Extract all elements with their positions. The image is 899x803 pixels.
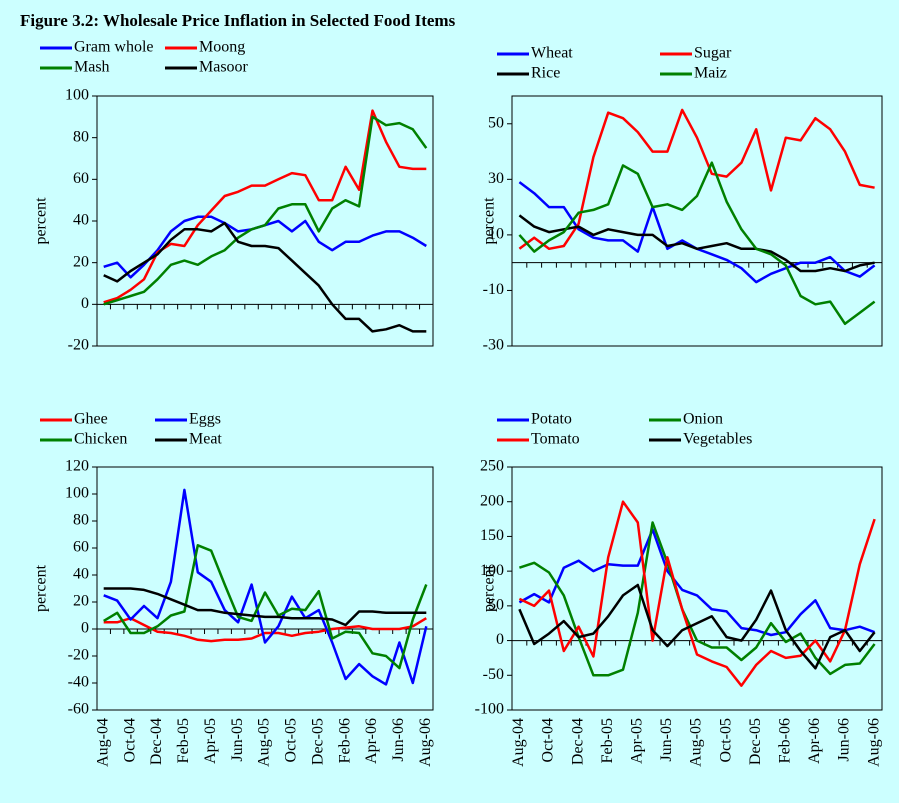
y-tick-label: 100 bbox=[65, 87, 89, 104]
y-axis-title: percent bbox=[481, 197, 498, 245]
y-tick-label: -20 bbox=[68, 647, 89, 664]
legend-label: Maiz bbox=[694, 65, 727, 82]
x-tick-label: Apr-05 bbox=[202, 718, 219, 764]
y-tick-label: 50 bbox=[488, 597, 504, 614]
y-tick-label: -50 bbox=[483, 666, 504, 683]
y-tick-label: 250 bbox=[480, 458, 504, 475]
series-line bbox=[518, 108, 875, 251]
y-tick-label: 30 bbox=[488, 170, 504, 187]
x-tick-label: Dec-05 bbox=[747, 718, 764, 765]
y-tick-label: 0 bbox=[496, 631, 504, 648]
series-line bbox=[103, 115, 428, 306]
legend-label: Wheat bbox=[531, 45, 573, 62]
y-tick-label: 0 bbox=[81, 295, 89, 312]
x-tick-label: Aug-06 bbox=[865, 718, 882, 767]
x-tick-label: Feb-06 bbox=[336, 718, 353, 763]
plot-frame bbox=[96, 466, 434, 711]
x-tick-label: Oct-05 bbox=[717, 718, 734, 762]
y-tick-label: 40 bbox=[73, 212, 89, 229]
y-tick-label: 60 bbox=[73, 539, 89, 556]
legend-label: Mash bbox=[74, 59, 110, 76]
y-tick-label: 80 bbox=[73, 128, 89, 145]
x-tick-label: Apr-06 bbox=[806, 718, 823, 764]
y-tick-label: -60 bbox=[68, 701, 89, 718]
y-tick-label: 60 bbox=[73, 170, 89, 187]
series-line bbox=[518, 528, 876, 637]
x-tick-label: Aug-06 bbox=[417, 718, 434, 767]
legend-label: Vegetables bbox=[683, 431, 752, 448]
x-tick-label: Jun-06 bbox=[836, 718, 853, 762]
legend-label: Gram whole bbox=[74, 39, 154, 56]
series-line bbox=[103, 616, 427, 643]
y-tick-label: 20 bbox=[73, 253, 89, 270]
y-tick-label: 100 bbox=[65, 485, 89, 502]
series-line bbox=[103, 488, 428, 686]
x-tick-label: Oct-05 bbox=[283, 718, 300, 762]
x-tick-label: Aug-04 bbox=[94, 718, 111, 767]
plot-frame bbox=[511, 95, 883, 347]
y-tick-label: 200 bbox=[480, 492, 504, 509]
series-line bbox=[518, 583, 876, 670]
series-line bbox=[103, 544, 428, 670]
series-line bbox=[103, 587, 427, 627]
y-tick-label: 10 bbox=[488, 226, 504, 243]
x-tick-label: Oct-04 bbox=[540, 718, 557, 762]
y-tick-label: 150 bbox=[480, 527, 504, 544]
legend-label: Masoor bbox=[199, 59, 249, 76]
x-tick-label: Dec-05 bbox=[309, 718, 326, 765]
legend-label: Chicken bbox=[74, 431, 127, 448]
series-line bbox=[518, 214, 875, 273]
x-tick-label: Apr-05 bbox=[628, 718, 645, 764]
legend-label: Rice bbox=[531, 65, 560, 82]
legend-label: Onion bbox=[683, 411, 723, 428]
y-tick-label: -20 bbox=[68, 337, 89, 354]
x-tick-label: Dec-04 bbox=[569, 718, 586, 765]
y-tick-label: 0 bbox=[81, 620, 89, 637]
series-line bbox=[103, 109, 427, 304]
legend-label: Tomato bbox=[531, 431, 580, 448]
legend-label: Potato bbox=[531, 411, 572, 428]
x-tick-label: Aug-04 bbox=[510, 718, 527, 767]
x-tick-label: Aug-05 bbox=[688, 718, 705, 767]
series-line bbox=[518, 161, 876, 326]
y-tick-label: 100 bbox=[480, 562, 504, 579]
legend-label: Eggs bbox=[189, 411, 221, 428]
x-tick-label: Oct-04 bbox=[121, 718, 138, 762]
y-axis-title: percent bbox=[481, 564, 498, 612]
x-tick-label: Apr-06 bbox=[363, 718, 380, 764]
plot-frame bbox=[511, 466, 883, 711]
y-tick-label: 120 bbox=[65, 458, 89, 475]
x-tick-label: Feb-06 bbox=[776, 718, 793, 763]
y-tick-label: -40 bbox=[68, 674, 89, 691]
x-tick-label: Aug-05 bbox=[256, 718, 273, 767]
series-line bbox=[103, 221, 427, 333]
y-tick-label: 40 bbox=[73, 566, 89, 583]
y-tick-label: 20 bbox=[73, 593, 89, 610]
figure-title: Figure 3.2: Wholesale Price Inflation in… bbox=[20, 11, 456, 30]
x-tick-label: Feb-05 bbox=[599, 718, 616, 763]
x-tick-label: Dec-04 bbox=[148, 718, 165, 765]
legend-label: Moong bbox=[199, 39, 245, 56]
y-tick-label: -30 bbox=[483, 337, 504, 354]
y-tick-label: -100 bbox=[475, 701, 504, 718]
x-tick-label: Feb-05 bbox=[175, 718, 192, 763]
y-axis-title: percent bbox=[33, 197, 50, 245]
legend-label: Meat bbox=[189, 431, 222, 448]
x-tick-label: Jun-05 bbox=[229, 718, 246, 762]
series-line bbox=[518, 500, 876, 687]
y-tick-label: 80 bbox=[73, 512, 89, 529]
x-tick-label: Jun-05 bbox=[658, 718, 675, 762]
x-tick-label: Jun-06 bbox=[390, 718, 407, 762]
y-axis-title: percent bbox=[33, 564, 50, 612]
y-tick-label: 50 bbox=[488, 114, 504, 131]
legend-label: Sugar bbox=[694, 45, 732, 62]
y-tick-label: -10 bbox=[483, 281, 504, 298]
legend-label: Ghee bbox=[74, 411, 108, 428]
